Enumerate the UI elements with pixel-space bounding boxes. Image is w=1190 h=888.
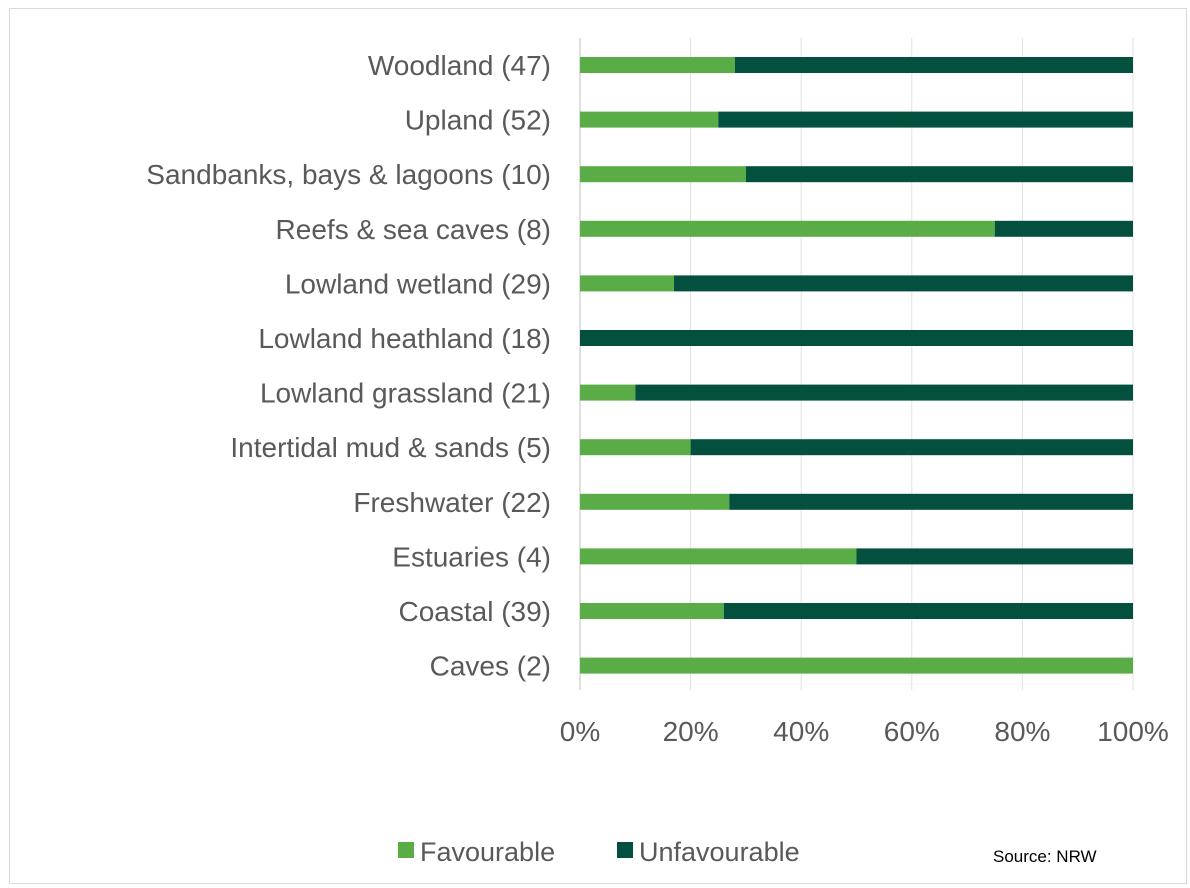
legend-swatch-favourable [398, 842, 414, 858]
bar-unfavourable-9 [856, 548, 1133, 565]
x-tick-label-1: 20% [663, 716, 719, 747]
category-labels: Woodland (47) Upland (52) Sandbanks, bays … [146, 50, 551, 682]
legend-label-unfavourable: Unfavourable [639, 837, 800, 867]
bar-favourable-2 [580, 166, 746, 183]
bar-favourable-7 [580, 439, 691, 456]
bar-favourable-10 [580, 603, 724, 619]
bar-unfavourable-1 [718, 111, 1133, 128]
legend-swatch-unfavourable [617, 842, 633, 858]
bar-unfavourable-7 [690, 439, 1133, 456]
bar-unfavourable-10 [723, 603, 1133, 619]
bar-unfavourable-3 [994, 220, 1133, 237]
legend-label-favourable: Favourable [420, 837, 555, 867]
category-label-4: Lowland wetland (29) [285, 268, 551, 299]
category-label-6: Lowland grassland (21) [260, 378, 551, 409]
bar-favourable-9 [580, 548, 857, 565]
bar-favourable-4 [580, 275, 675, 292]
bar-favourable-11 [580, 657, 1133, 674]
x-tick-label-0: 0% [560, 716, 600, 747]
x-tick-label-2: 40% [773, 716, 829, 747]
category-label-0: Woodland (47) [368, 50, 551, 81]
bar-favourable-1 [580, 111, 719, 128]
bars [580, 57, 1133, 674]
x-tick-label-3: 60% [884, 716, 940, 747]
category-label-9: Estuaries (4) [392, 541, 551, 572]
bar-unfavourable-4 [674, 275, 1133, 292]
category-label-7: Intertidal mud & sands (5) [230, 432, 551, 463]
source-note: Source: NRW [993, 847, 1097, 866]
category-label-1: Upland (52) [405, 105, 551, 136]
category-label-10: Coastal (39) [398, 596, 551, 627]
category-label-5: Lowland heathland (18) [258, 323, 551, 354]
bar-unfavourable-2 [745, 166, 1133, 183]
category-label-11: Caves (2) [430, 651, 551, 682]
gridlines [579, 38, 1134, 690]
x-tick-labels: 0% 20% 40% 60% 80% 100% [560, 716, 1169, 747]
bar-unfavourable-6 [635, 384, 1133, 401]
x-tick-label-5: 100% [1097, 716, 1169, 747]
bar-unfavourable-0 [734, 57, 1133, 73]
legend: Favourable Unfavourable [398, 837, 800, 867]
x-tick-label-4: 80% [994, 716, 1050, 747]
bar-unfavourable-5 [580, 330, 1133, 346]
category-label-3: Reefs & sea caves (8) [276, 214, 551, 245]
bar-unfavourable-8 [729, 493, 1133, 510]
category-label-2: Sandbanks, bays & lagoons (10) [146, 159, 551, 190]
category-label-8: Freshwater (22) [353, 487, 551, 518]
bar-favourable-3 [580, 220, 995, 237]
bar-favourable-8 [580, 493, 730, 510]
bar-favourable-0 [580, 57, 735, 73]
bar-favourable-6 [580, 384, 636, 401]
